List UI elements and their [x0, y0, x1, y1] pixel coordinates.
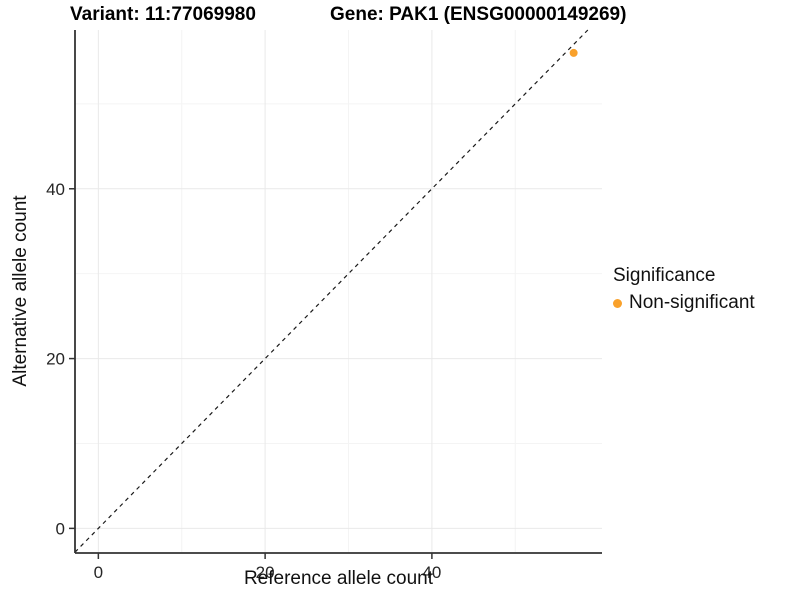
legend-item-label: Non-significant [629, 292, 755, 313]
y-axis-label: Alternative allele count [10, 195, 31, 387]
y-tick-label: 0 [56, 519, 65, 538]
data-point [569, 48, 578, 57]
plot-title-gene: Gene: PAK1 (ENSG00000149269) [330, 4, 627, 25]
y-tick-label: 40 [46, 180, 65, 199]
x-tick-label: 40 [422, 563, 441, 582]
plot-title-variant: Variant: 11:77069980 [70, 4, 256, 25]
legend-item-non-significant: Non-significant [613, 292, 755, 314]
x-axis-label: Reference allele count [243, 568, 434, 589]
x-tick-label: 0 [94, 563, 103, 582]
legend-point-icon [613, 298, 622, 308]
y-tick-label: 20 [46, 350, 65, 369]
legend-title: Significance [613, 265, 716, 286]
identity-line [74, 29, 589, 553]
legend: Significance Non-significant [613, 265, 755, 314]
x-tick-label: 20 [256, 563, 275, 582]
